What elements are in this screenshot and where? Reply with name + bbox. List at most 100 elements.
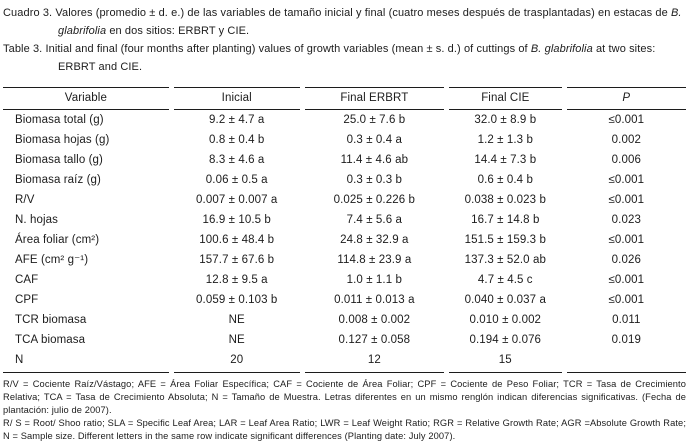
variable-cell: N. hojas xyxy=(15,213,58,226)
table-row: Biomasa raíz (g) 0.06 ± 0.5 a 0.3 ± 0.3 … xyxy=(3,170,686,190)
caption-en-after: at two sites: ERBRT and CIE. xyxy=(58,43,656,73)
table-row: CAF 12.8 ± 9.5 a 1.0 ± 1.1 b 4.7 ± 4.5 c… xyxy=(3,270,686,290)
caption-es-after: en dos sitios: ERBRT y CIE. xyxy=(106,25,250,37)
inicial-cell: 9.2 ± 4.7 a xyxy=(209,113,265,126)
p-value-cell: ≤0.001 xyxy=(608,273,645,286)
final-erbrt-cell: 11.4 ± 4.6 ab xyxy=(340,153,409,166)
p-value-cell: 0.026 xyxy=(611,253,641,266)
caption-block: Cuadro 3. Valores (promedio ± d. e.) de … xyxy=(3,4,686,76)
caption-english: Table 3. Initial and final (four months … xyxy=(3,40,686,76)
p-value-cell: 0.002 xyxy=(611,133,641,146)
p-value-cell: ≤0.001 xyxy=(608,233,645,246)
inicial-cell: NE xyxy=(228,313,245,326)
p-value-cell xyxy=(566,350,686,373)
final-erbrt-cell: 7.4 ± 5.6 a xyxy=(346,213,403,226)
final-erbrt-cell: 1.0 ± 1.1 b xyxy=(346,273,403,286)
footnote-english: R/ S = Root/ Shoo ratio; SLA = Specific … xyxy=(3,417,686,441)
p-value-cell: 0.011 xyxy=(612,313,641,326)
final-cie-cell: 0.038 ± 0.023 b xyxy=(464,193,546,206)
variable-cell: N xyxy=(3,350,169,373)
final-cie-cell: 32.0 ± 8.9 b xyxy=(474,113,537,126)
variable-cell: Biomasa total (g) xyxy=(15,113,104,126)
variable-cell: Biomasa hojas (g) xyxy=(15,133,110,146)
final-erbrt-cell: 0.3 ± 0.4 a xyxy=(346,133,403,146)
header-inicial: Inicial xyxy=(173,87,300,110)
final-erbrt-cell: 25.0 ± 7.6 b xyxy=(343,113,406,126)
table-header: Variable Inicial Final ERBRT Final CIE P xyxy=(3,87,686,110)
table-row: N 20 12 15 xyxy=(3,350,686,373)
p-value-cell: ≤0.001 xyxy=(608,293,645,306)
inicial-cell: NE xyxy=(228,333,245,346)
variable-cell: R/V xyxy=(15,193,35,206)
final-cie-cell: 16.7 ± 14.8 b xyxy=(471,213,540,226)
final-erbrt-cell: 0.011 ± 0.013 a xyxy=(334,293,415,306)
final-erbrt-cell: 114.8 ± 23.9 a xyxy=(337,253,412,266)
header-row: Variable Inicial Final ERBRT Final CIE P xyxy=(3,87,686,110)
final-cie-cell: 0.194 ± 0.076 xyxy=(469,333,542,346)
variable-cell: TCR biomasa xyxy=(15,313,87,326)
final-erbrt-cell: 0.3 ± 0.3 b xyxy=(346,173,403,186)
table-row: TCR biomasa NE 0.008 ± 0.002 0.010 ± 0.0… xyxy=(3,310,686,330)
header-final-erbrt: Final ERBRT xyxy=(304,87,444,110)
table-row: Biomasa hojas (g) 0.8 ± 0.4 b 0.3 ± 0.4 … xyxy=(3,130,686,150)
variable-cell: CPF xyxy=(15,293,39,306)
table-row: Biomasa total (g) 9.2 ± 4.7 a 25.0 ± 7.6… xyxy=(3,110,686,130)
p-value-cell: ≤0.001 xyxy=(608,193,645,206)
caption-spanish: Cuadro 3. Valores (promedio ± d. e.) de … xyxy=(3,4,686,40)
inicial-cell: 157.7 ± 67.6 b xyxy=(199,253,275,266)
inicial-cell: 8.3 ± 4.6 a xyxy=(209,153,265,166)
header-variable: Variable xyxy=(3,87,169,110)
variable-cell: Biomasa tallo (g) xyxy=(15,153,103,166)
final-cie-cell: 14.4 ± 7.3 b xyxy=(474,153,537,166)
final-erbrt-cell: 0.025 ± 0.226 b xyxy=(333,193,415,206)
final-cie-cell: 1.2 ± 1.3 b xyxy=(477,133,533,146)
table-row: TCA biomasa NE 0.127 ± 0.058 0.194 ± 0.0… xyxy=(3,330,686,350)
table-row: CPF 0.059 ± 0.103 b 0.011 ± 0.013 a 0.04… xyxy=(3,290,686,310)
growth-variables-table: Variable Inicial Final ERBRT Final CIE P… xyxy=(0,87,689,373)
inicial-cell: 0.059 ± 0.103 b xyxy=(196,293,278,306)
final-cie-cell: 0.040 ± 0.037 a xyxy=(464,293,546,306)
final-erbrt-cell: 0.008 ± 0.002 xyxy=(338,313,411,326)
inicial-cell: 16.9 ± 10.5 b xyxy=(202,213,271,226)
variable-cell: TCA biomasa xyxy=(15,333,86,346)
inicial-cell: 100.6 ± 48.4 b xyxy=(199,233,275,246)
final-cie-cell: 15 xyxy=(448,350,562,373)
p-value-cell: 0.019 xyxy=(611,333,641,346)
final-erbrt-cell: 0.127 ± 0.058 xyxy=(338,333,411,346)
table-body: Biomasa total (g) 9.2 ± 4.7 a 25.0 ± 7.6… xyxy=(3,110,686,373)
final-erbrt-cell: 12 xyxy=(304,350,444,373)
table-row: R/V 0.007 ± 0.007 a 0.025 ± 0.226 b 0.03… xyxy=(3,190,686,210)
inicial-cell: 0.06 ± 0.5 a xyxy=(205,173,268,186)
variable-cell: AFE (cm² g⁻¹) xyxy=(15,253,89,266)
footnote-block: R/V = Cociente Raíz/Vástago; AFE = Área … xyxy=(3,378,686,443)
final-cie-cell: 0.010 ± 0.002 xyxy=(469,313,542,326)
variable-cell: Área foliar (cm²) xyxy=(15,233,100,246)
final-erbrt-cell: 24.8 ± 32.9 a xyxy=(340,233,409,246)
inicial-cell: 12.8 ± 9.5 a xyxy=(205,273,268,286)
inicial-cell: 0.8 ± 0.4 b xyxy=(209,133,265,146)
final-cie-cell: 137.3 ± 52.0 ab xyxy=(464,253,546,266)
caption-en-before: Table 3. Initial and final (four months … xyxy=(3,43,531,55)
p-value-cell: ≤0.001 xyxy=(608,113,645,126)
table-row: Biomasa tallo (g) 8.3 ± 4.6 a 11.4 ± 4.6… xyxy=(3,150,686,170)
header-final-cie: Final CIE xyxy=(448,87,562,110)
caption-es-species: B. glabrifolia xyxy=(58,7,682,37)
inicial-cell: 20 xyxy=(173,350,300,373)
p-value-cell: 0.006 xyxy=(611,153,641,166)
final-cie-cell: 151.5 ± 159.3 b xyxy=(464,233,546,246)
footnote-spanish: R/V = Cociente Raíz/Vástago; AFE = Área … xyxy=(3,378,686,415)
paper-table-page: Cuadro 3. Valores (promedio ± d. e.) de … xyxy=(0,4,689,441)
variable-cell: CAF xyxy=(15,273,39,286)
inicial-cell: 0.007 ± 0.007 a xyxy=(196,193,278,206)
table-row: Área foliar (cm²) 100.6 ± 48.4 b 24.8 ± … xyxy=(3,230,686,250)
table-row: AFE (cm² g⁻¹) 157.7 ± 67.6 b 114.8 ± 23.… xyxy=(3,250,686,270)
final-cie-cell: 0.6 ± 0.4 b xyxy=(477,173,533,186)
variable-cell: Biomasa raíz (g) xyxy=(15,173,101,186)
table-row: N. hojas 16.9 ± 10.5 b 7.4 ± 5.6 a 16.7 … xyxy=(3,210,686,230)
caption-en-species: B. glabrifolia xyxy=(530,43,593,55)
p-value-cell: ≤0.001 xyxy=(608,173,645,186)
header-p-value: P xyxy=(566,87,686,110)
caption-es-before: Cuadro 3. Valores (promedio ± d. e.) de … xyxy=(3,7,671,19)
final-cie-cell: 4.7 ± 4.5 c xyxy=(477,273,533,286)
p-value-cell: 0.023 xyxy=(611,213,641,226)
